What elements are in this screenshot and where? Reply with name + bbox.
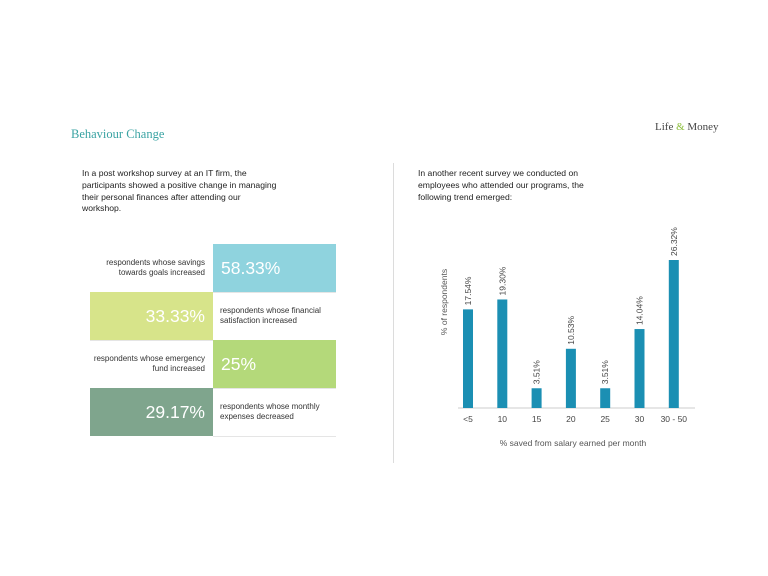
bar-0 xyxy=(463,309,473,408)
row-separator xyxy=(213,292,336,293)
stat-emergency-description: respondents whose emergency fund increas… xyxy=(93,353,205,374)
x-tick-label: 10 xyxy=(498,414,508,424)
row-separator xyxy=(213,388,336,389)
x-tick-label: 15 xyxy=(532,414,542,424)
stat-satisfaction-description: respondents whose financial satisfaction… xyxy=(220,305,321,326)
bar-4 xyxy=(600,388,611,408)
left-intro-text: In a post workshop survey at an IT firm,… xyxy=(82,168,277,214)
brand-ampersand: & xyxy=(676,121,685,133)
bar-value-label: 14.04% xyxy=(635,296,645,325)
brand-word-life: Life xyxy=(655,121,674,133)
stat-satisfaction-value: 33.33% xyxy=(90,292,213,340)
stat-emergency-value: 25% xyxy=(213,340,336,388)
bar-value-label: 3.51% xyxy=(532,360,542,385)
chart-y-axis-label: % of respondents xyxy=(439,269,449,335)
x-tick-label: <5 xyxy=(463,414,473,424)
bar-value-label: 10.53% xyxy=(566,316,576,345)
bar-6 xyxy=(668,260,679,408)
stat-expenses-description: respondents whose monthly expenses decre… xyxy=(220,401,320,422)
bar-5 xyxy=(634,329,645,408)
x-tick-label: 30 - 50 xyxy=(661,414,688,424)
stat-savings-description: respondents whose savings towards goals … xyxy=(106,257,205,278)
brand-logo: Life & Money xyxy=(655,121,719,133)
brand-word-money: Money xyxy=(687,121,719,133)
bar-1 xyxy=(497,299,508,408)
x-tick-label: 20 xyxy=(566,414,576,424)
bar-value-label: 3.51% xyxy=(600,360,610,385)
row-separator xyxy=(90,340,213,341)
page-title: Behaviour Change xyxy=(71,127,165,141)
chart-x-axis-label: % saved from salary earned per month xyxy=(500,438,647,448)
bar-value-label: 17.54% xyxy=(463,276,473,305)
row-separator xyxy=(213,436,336,437)
x-tick-label: 25 xyxy=(600,414,610,424)
bar-3 xyxy=(565,348,576,408)
stat-savings-value: 58.33% xyxy=(213,244,336,292)
panel-divider xyxy=(393,163,394,463)
stat-expenses-value: 29.17% xyxy=(90,388,213,436)
bar-value-label: 26.32% xyxy=(669,227,679,256)
bar-value-label: 19.30% xyxy=(497,266,507,295)
bar-2 xyxy=(531,388,542,408)
x-tick-label: 30 xyxy=(635,414,645,424)
right-intro-text: In another recent survey we conducted on… xyxy=(418,168,584,202)
